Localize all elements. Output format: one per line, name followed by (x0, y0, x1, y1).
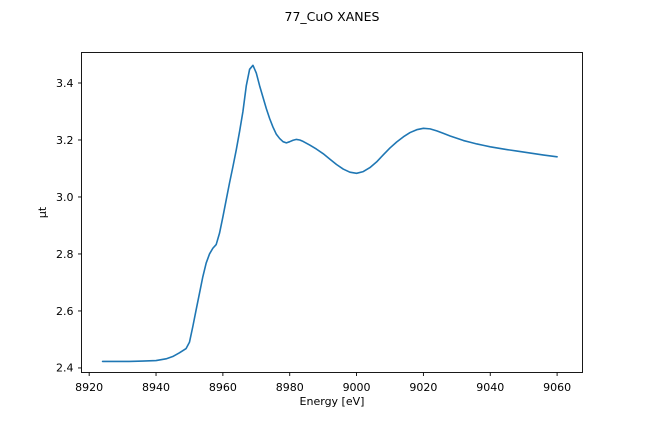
data-line (101, 64, 558, 363)
chart-title: 77_CuO XANES (285, 9, 380, 24)
x-tick-label: 9060 (543, 381, 571, 394)
y-tick-label: 2.8 (56, 248, 74, 261)
x-tick-label: 8920 (75, 381, 103, 394)
y-axis-label: μt (36, 206, 49, 218)
y-tick-label: 2.4 (56, 362, 74, 375)
x-tick-label: 9000 (343, 381, 371, 394)
x-tick-label: 8960 (209, 381, 237, 394)
y-tick-label: 3.4 (56, 77, 74, 90)
x-tick-label: 8980 (276, 381, 304, 394)
plot-area: 8920 8940 8960 8980 9000 9020 9040 9060 2.4 2.6 2.… (56, 52, 583, 394)
x-axis-label: Energy [eV] (300, 395, 365, 408)
axes-spines (81, 52, 583, 373)
x-tick-label: 8940 (142, 381, 170, 394)
y-tick-label: 2.6 (56, 305, 74, 318)
y-tick-label: 3.0 (56, 191, 74, 204)
y-tick-label: 3.2 (56, 134, 74, 147)
x-tick-label: 9020 (409, 381, 437, 394)
x-tick-label: 9040 (476, 381, 504, 394)
